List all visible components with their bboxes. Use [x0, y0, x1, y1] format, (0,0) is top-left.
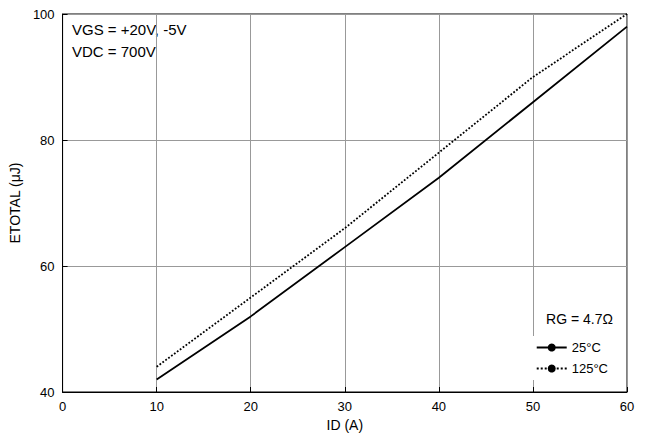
- svg-text:25°C: 25°C: [572, 340, 601, 355]
- svg-text:ETOTAL (μJ): ETOTAL (μJ): [7, 163, 23, 244]
- svg-text:40: 40: [40, 385, 54, 400]
- svg-text:30: 30: [338, 399, 352, 414]
- svg-text:60: 60: [620, 399, 634, 414]
- svg-text:50: 50: [526, 399, 540, 414]
- svg-text:ID (A): ID (A): [327, 417, 364, 433]
- svg-text:80: 80: [40, 133, 54, 148]
- svg-text:VGS = +20V, -5V: VGS = +20V, -5V: [72, 21, 187, 38]
- svg-text:VDC = 700V: VDC = 700V: [72, 43, 156, 60]
- svg-text:RG = 4.7Ω: RG = 4.7Ω: [546, 311, 613, 327]
- svg-text:100: 100: [33, 7, 55, 22]
- svg-text:20: 20: [243, 399, 257, 414]
- svg-text:0: 0: [59, 399, 66, 414]
- svg-text:125°C: 125°C: [572, 361, 608, 376]
- svg-text:40: 40: [432, 399, 446, 414]
- svg-text:60: 60: [40, 259, 54, 274]
- svg-text:10: 10: [149, 399, 163, 414]
